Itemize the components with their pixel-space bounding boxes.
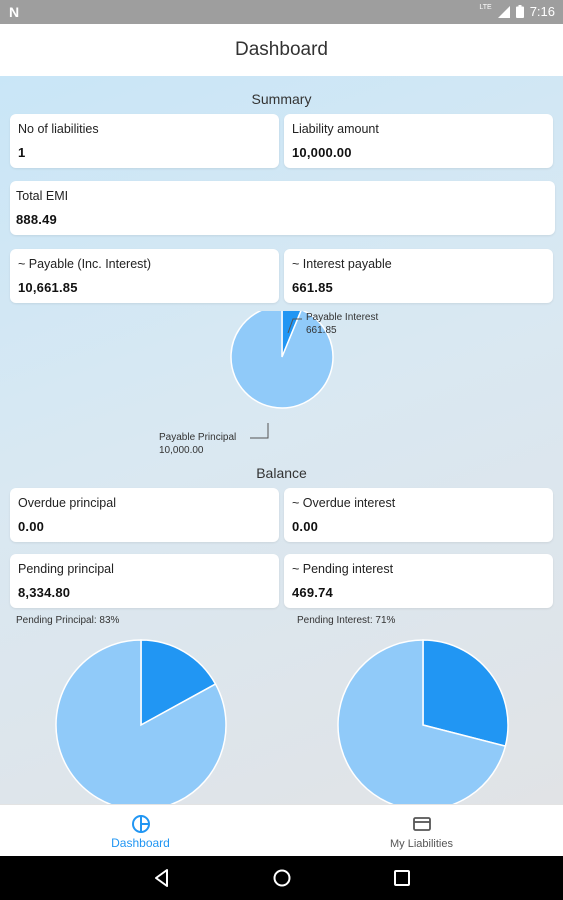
status-bar: N LTE 7:16 [0, 0, 563, 24]
network-type-label: LTE [479, 4, 492, 11]
pie-chart-icon [131, 815, 150, 833]
payable-principal-label: Payable Principal [159, 432, 236, 443]
liability-amount-value: 10,000.00 [292, 145, 352, 160]
pending-interest-card: ~ Pending interest 469.74 [284, 554, 553, 608]
back-icon[interactable] [151, 867, 173, 889]
battery-icon [515, 5, 524, 18]
home-icon[interactable] [271, 867, 293, 889]
interest-payable-label: ~ Interest payable [292, 257, 392, 271]
pending-principal-value: 8,334.80 [18, 585, 71, 600]
status-icons: LTE 7:16 [479, 4, 555, 19]
payable-principal-slice [230, 311, 334, 409]
payable-principal-value: 10,000.00 [159, 445, 204, 456]
overdue-principal-card: Overdue principal 0.00 [10, 488, 279, 542]
no-of-liabilities-value: 1 [18, 145, 26, 160]
recents-icon[interactable] [391, 867, 413, 889]
pending-interest-pie-chart [337, 639, 509, 804]
liability-amount-label: Liability amount [292, 122, 379, 136]
total-emi-label: Total EMI [16, 189, 69, 203]
liability-amount-card: Liability amount 10,000.00 [284, 114, 553, 168]
overdue-principal-label: Overdue principal [18, 496, 116, 510]
nav-item-dashboard[interactable]: Dashboard [0, 805, 281, 857]
nav-item-my-liabilities[interactable]: My Liabilities [281, 805, 562, 857]
pending-principal-pie-chart [55, 639, 227, 804]
payable-inc-interest-label: ~ Payable (Inc. Interest) [18, 257, 152, 271]
interest-payable-card: ~ Interest payable 661.85 [284, 249, 553, 303]
no-of-liabilities-label: No of liabilities [18, 122, 99, 136]
pending-interest-label: ~ Pending interest [292, 562, 394, 576]
system-navigation-bar [0, 856, 563, 900]
summary-section-title: Summary [251, 91, 312, 107]
balance-section-title: Balance [256, 465, 307, 481]
payable-breakdown-pie-chart: Payable Interest 661.85 Payable Principa… [159, 311, 378, 456]
nav-label-my-liabilities: My Liabilities [390, 838, 453, 850]
credit-card-icon [412, 817, 431, 831]
notification-n-icon: N [9, 4, 20, 20]
pending-interest-paid-slice [422, 639, 509, 748]
payable-interest-value: 661.85 [306, 325, 337, 336]
pending-principal-label: Pending principal [18, 562, 114, 576]
nav-label-dashboard: Dashboard [111, 836, 170, 850]
payable-inc-interest-value: 10,661.85 [18, 280, 78, 295]
payable-interest-leader-line [287, 318, 302, 334]
pending-principal-chart-title: Pending Principal: 83% [16, 615, 120, 626]
payable-interest-label: Payable Interest [306, 312, 378, 323]
total-emi-value: 888.49 [16, 212, 57, 227]
page-title: Dashboard [235, 39, 328, 60]
overdue-interest-label: ~ Overdue interest [292, 496, 396, 510]
payable-inc-interest-card: ~ Payable (Inc. Interest) 10,661.85 [10, 249, 279, 303]
pending-interest-value: 469.74 [292, 585, 333, 600]
payable-principal-leader-line [250, 423, 269, 439]
overdue-interest-card: ~ Overdue interest 0.00 [284, 488, 553, 542]
overdue-interest-value: 0.00 [292, 519, 319, 534]
dashboard-content[interactable]: Summary No of liabilities 1 Liability am… [0, 76, 563, 804]
no-of-liabilities-card: No of liabilities 1 [10, 114, 279, 168]
app-bar: Dashboard [0, 24, 563, 76]
bottom-navigation: Dashboard My Liabilities [0, 804, 563, 856]
total-emi-card: Total EMI 888.49 [10, 181, 555, 235]
interest-payable-value: 661.85 [292, 280, 333, 295]
signal-icon [497, 5, 510, 18]
pending-principal-card: Pending principal 8,334.80 [10, 554, 279, 608]
status-time: 7:16 [529, 4, 555, 19]
pending-principal-paid-slice [140, 639, 217, 727]
pending-principal-remaining-slice [55, 639, 227, 804]
pending-interest-remaining-slice [337, 639, 507, 804]
pending-interest-chart-title: Pending Interest: 71% [297, 615, 396, 626]
overdue-principal-value: 0.00 [18, 519, 45, 534]
